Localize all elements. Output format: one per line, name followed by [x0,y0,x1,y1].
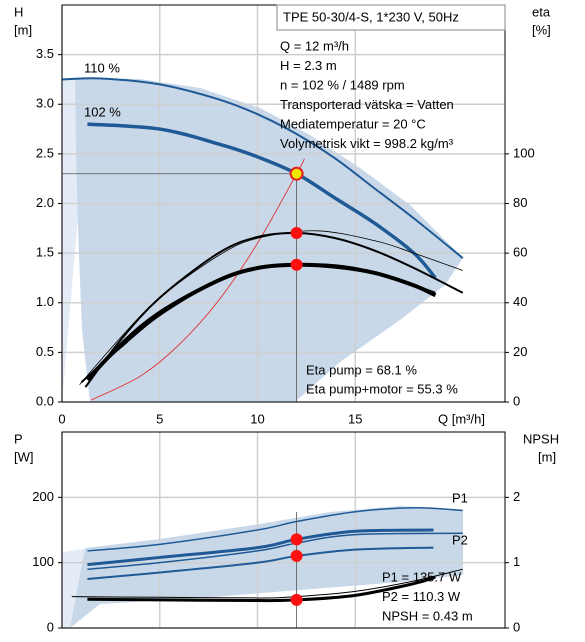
y-tick-label: 0 [47,619,54,634]
x-axis-label: Q [m³/h] [438,411,485,426]
y-tick-label: 3.5 [36,46,54,61]
y-tick-label: 2.0 [36,195,54,210]
y2-tick-label: 2 [513,489,520,504]
info-line: Eta pump = 68.1 % [306,362,417,377]
y2-tick-label: 20 [513,344,527,359]
y-axis-unit: [W] [14,449,34,464]
curve [87,528,434,567]
y-axis-label: H [14,4,23,19]
operating-point [289,166,304,181]
info-line: Volymetrisk vikt = 998.2 kg/m³ [280,136,454,151]
y2-axis-unit: [%] [532,22,551,37]
info-line: Q = 12 m³/h [280,38,349,53]
y-axis-label: P [14,431,23,446]
curve [84,232,464,388]
curve [85,262,437,382]
info-line: P2 = 110.3 W [382,589,461,604]
curve [71,568,463,599]
y2-axis-label: NPSH [523,431,559,446]
curve-label: 102 % [84,104,121,119]
y2-tick-label: 1 [513,554,520,569]
x-tick-label: 10 [250,411,264,426]
curve-label: P1 [452,490,468,505]
y2-tick-label: 80 [513,195,527,210]
x-tick-label: 15 [348,411,362,426]
y-axis-unit: [m] [14,22,32,37]
y-tick-label: 200 [32,489,54,504]
title-box [276,4,506,31]
y-tick-label: 2.5 [36,145,54,160]
info-line: H = 2.3 m [280,58,337,73]
operating-point [290,593,303,606]
curve [79,230,463,385]
info-line: Transporterad vätska = Vatten [280,97,454,112]
y2-axis-label: eta [532,4,551,19]
chart-title: TPE 50-30/4-S, 1*230 V, 50Hz [283,9,459,24]
info-line: n = 102 % / 1489 rpm [280,77,405,92]
range-area [75,78,463,402]
curve-label: 110 % [84,60,120,75]
operating-point [290,533,303,546]
x-tick-label: 0 [58,411,65,426]
info-line: Eta pump+motor = 55.3 % [306,381,458,396]
y-tick-label: 0.0 [36,393,54,408]
plot-frame [61,431,506,629]
info-line: P1 = 135.7 W [382,569,462,584]
curve-label: P2 [452,532,468,547]
curve [61,77,464,259]
y-tick-label: 1.5 [36,245,54,260]
y-tick-label: 0.5 [36,344,54,359]
y2-tick-label: 100 [513,145,535,160]
y-tick-label: 3.0 [36,96,54,111]
y2-tick-label: 0 [513,619,520,634]
curve [87,532,463,570]
curve [87,507,463,552]
info-line: NPSH = 0.43 m [382,608,473,623]
y2-axis-unit: [m] [538,449,556,464]
x-tick-label: 5 [156,411,163,426]
operating-point [290,258,303,271]
operating-point [290,227,303,240]
info-line: Mediatemperatur = 20 °C [280,116,426,131]
operating-point [290,549,303,562]
y2-tick-label: 60 [513,245,527,260]
y2-tick-label: 0 [513,393,520,408]
y2-tick-label: 40 [513,294,527,309]
y-tick-label: 1.0 [36,294,54,309]
y-tick-label: 100 [32,554,54,569]
curve [87,546,434,580]
